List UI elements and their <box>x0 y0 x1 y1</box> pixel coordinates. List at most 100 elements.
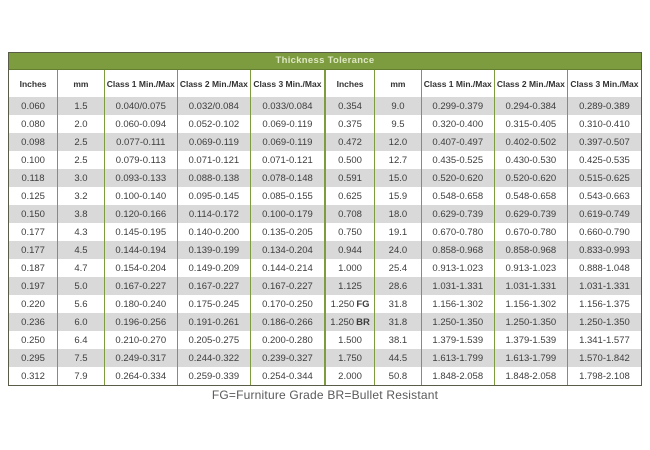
table-row: 2.000 50.8 1.848-2.058 1.848-2.058 1.798-2.1… <box>326 367 641 385</box>
table-row: 0.150 3.8 0.120-0.166 0.114-0.172 0.100-0.17… <box>9 205 324 223</box>
table-cell: 2.0 <box>58 115 105 133</box>
table-cell: 1.031-1.331 <box>495 277 568 295</box>
grade-badge: BR <box>356 316 370 328</box>
table-cell: 2.5 <box>58 151 105 169</box>
table-cell: 19.1 <box>375 223 422 241</box>
table-cell: 0.397-0.507 <box>579 136 630 148</box>
table-row: 0.750 19.1 0.670-0.780 0.670-0.780 0.660-0.7… <box>326 223 641 241</box>
table-row: 0.236 6.0 0.196-0.256 0.191-0.261 0.186-0.26… <box>9 313 324 331</box>
table-row: 0.187 4.7 0.154-0.204 0.149-0.209 0.144-0.21… <box>9 259 324 277</box>
table-cell: 1.250-1.350 <box>579 316 630 328</box>
table-cell: 0.060 <box>9 97 59 115</box>
table-cell: 0.114-0.172 <box>178 205 251 223</box>
table-cell: 2.5 <box>58 133 105 151</box>
table-cell: 0.407-0.497 <box>422 133 495 151</box>
table-cell: 0.033/0.084 <box>262 100 313 112</box>
table-row: 0.220 5.6 0.180-0.240 0.175-0.245 0.170-0.25… <box>9 295 324 313</box>
column-header: Class 1 Min./Max <box>422 70 495 97</box>
table-cell: 1.250-1.350 <box>495 313 568 331</box>
table-cell: 1.156-1.375 <box>579 298 630 310</box>
table-cell: 1.613-1.799 <box>495 349 568 367</box>
table-row: 0.100 2.5 0.079-0.113 0.071-0.121 0.071-0.12… <box>9 151 324 169</box>
table-cell: 28.6 <box>375 277 422 295</box>
table-cell: 0.250 <box>9 331 59 349</box>
thickness-tolerance-table: Thickness Tolerance Inches mm Class 1 Min.… <box>8 52 642 386</box>
header-row: Inches mm Class 1 Min./Max Class 2 Min./Max… <box>9 70 324 97</box>
table-cell: 1.848-2.058 <box>495 367 568 385</box>
table-cell: 44.5 <box>375 349 422 367</box>
table-row: 0.375 9.5 0.320-0.400 0.315-0.405 0.310-0.41… <box>326 115 641 133</box>
table-cell: 18.0 <box>375 205 422 223</box>
table-row: 0.295 7.5 0.249-0.317 0.244-0.322 0.239-0.32… <box>9 349 324 367</box>
table-row: 1.000 25.4 0.913-1.023 0.913-1.023 0.888-1.0… <box>326 259 641 277</box>
table-cell: 1.031-1.331 <box>579 280 630 292</box>
table-cell: 0.294-0.384 <box>495 97 568 115</box>
table-cell: 9.5 <box>375 115 422 133</box>
table-cell: 0.435-0.525 <box>422 151 495 169</box>
table-cell: 0.858-0.968 <box>495 241 568 259</box>
table-row: 1.750 44.5 1.613-1.799 1.613-1.799 1.570-1.8… <box>326 349 641 367</box>
tolerance-table-right: Inches mm Class 1 Min./Max Class 2 Min./Max… <box>326 70 641 385</box>
table-cell: 0.069-0.119 <box>178 133 251 151</box>
table-row: 0.625 15.9 0.548-0.658 0.548-0.658 0.543-0.6… <box>326 187 641 205</box>
table-row: 0.354 9.0 0.299-0.379 0.294-0.384 0.289-0.38… <box>326 97 641 115</box>
table-cell: 25.4 <box>375 259 422 277</box>
table-cell: 1.250 BR <box>326 313 376 331</box>
column-header: Class 1 Min./Max <box>105 70 178 97</box>
table-cell: 0.629-0.739 <box>495 205 568 223</box>
table-cell: 1.125 <box>326 277 376 295</box>
table-cell: 0.052-0.102 <box>178 115 251 133</box>
column-header: Inches <box>9 70 59 97</box>
table-cell: 0.095-0.145 <box>178 187 251 205</box>
table-row: 0.177 4.5 0.144-0.194 0.139-0.199 0.134-0.20… <box>9 241 324 259</box>
table-cell: 6.0 <box>58 313 105 331</box>
table-cell: 1.250 FG <box>326 295 376 313</box>
table-cell: 4.5 <box>58 241 105 259</box>
table-cell: 1.250-1.350 <box>422 313 495 331</box>
table-cell: 24.0 <box>375 241 422 259</box>
table-cell: 1.000 <box>326 259 376 277</box>
table-cell: 0.315-0.405 <box>495 115 568 133</box>
table-cell: 0.077-0.111 <box>105 133 178 151</box>
table-row: 0.118 3.0 0.093-0.133 0.088-0.138 0.078-0.14… <box>9 169 324 187</box>
table-cell: 0.071-0.121 <box>262 154 313 166</box>
table-cell: 0.264-0.334 <box>105 367 178 385</box>
table-cell: 0.167-0.227 <box>178 277 251 295</box>
table-cell: 0.500 <box>326 151 376 169</box>
table-cell: 0.259-0.339 <box>178 367 251 385</box>
table-cell: 0.071-0.121 <box>178 151 251 169</box>
table-cell: 7.9 <box>58 367 105 385</box>
table-cell: 4.7 <box>58 259 105 277</box>
table-cell: 0.139-0.199 <box>178 241 251 259</box>
table-cell: 0.197 <box>9 277 59 295</box>
table-cell: 50.8 <box>375 367 422 385</box>
table-cell: 0.186-0.266 <box>262 316 313 328</box>
table-cell: 0.120-0.166 <box>105 205 178 223</box>
table-cell: 0.150 <box>9 205 59 223</box>
legend-note: FG=Furniture Grade BR=Bullet Resistant <box>211 388 439 402</box>
table-cell: 0.244-0.322 <box>178 349 251 367</box>
table-cell: 0.135-0.205 <box>262 226 313 238</box>
table-cell: 0.913-1.023 <box>422 259 495 277</box>
table-cell: 0.670-0.780 <box>422 223 495 241</box>
table-cell: 0.660-0.790 <box>579 226 630 238</box>
table-cell: 5.6 <box>58 295 105 313</box>
table-cell: 0.515-0.625 <box>579 172 630 184</box>
table-cell: 7.5 <box>58 349 105 367</box>
grade-badge: FG <box>356 298 370 310</box>
table-cell: 31.8 <box>375 295 422 313</box>
table-row: 0.591 15.0 0.520-0.620 0.520-0.620 0.515-0.6… <box>326 169 641 187</box>
table-cell: 12.0 <box>375 133 422 151</box>
table-cell: 0.170-0.250 <box>262 298 313 310</box>
table-cell: 0.144-0.214 <box>262 262 313 274</box>
column-header: Class 2 Min./Max <box>178 70 251 97</box>
table-cell: 0.079-0.113 <box>105 151 178 169</box>
table-cell: 0.125 <box>9 187 59 205</box>
table-cell: 0.520-0.620 <box>422 169 495 187</box>
table-row: 1.125 28.6 1.031-1.331 1.031-1.331 1.031-1.3… <box>326 277 641 295</box>
table-cell: 0.200-0.280 <box>262 334 313 346</box>
table-cell: 0.180-0.240 <box>105 295 178 313</box>
table-cell: 0.085-0.155 <box>262 190 313 202</box>
table-cell: 0.670-0.780 <box>495 223 568 241</box>
column-header: Class 3 Min./Max <box>570 78 639 89</box>
